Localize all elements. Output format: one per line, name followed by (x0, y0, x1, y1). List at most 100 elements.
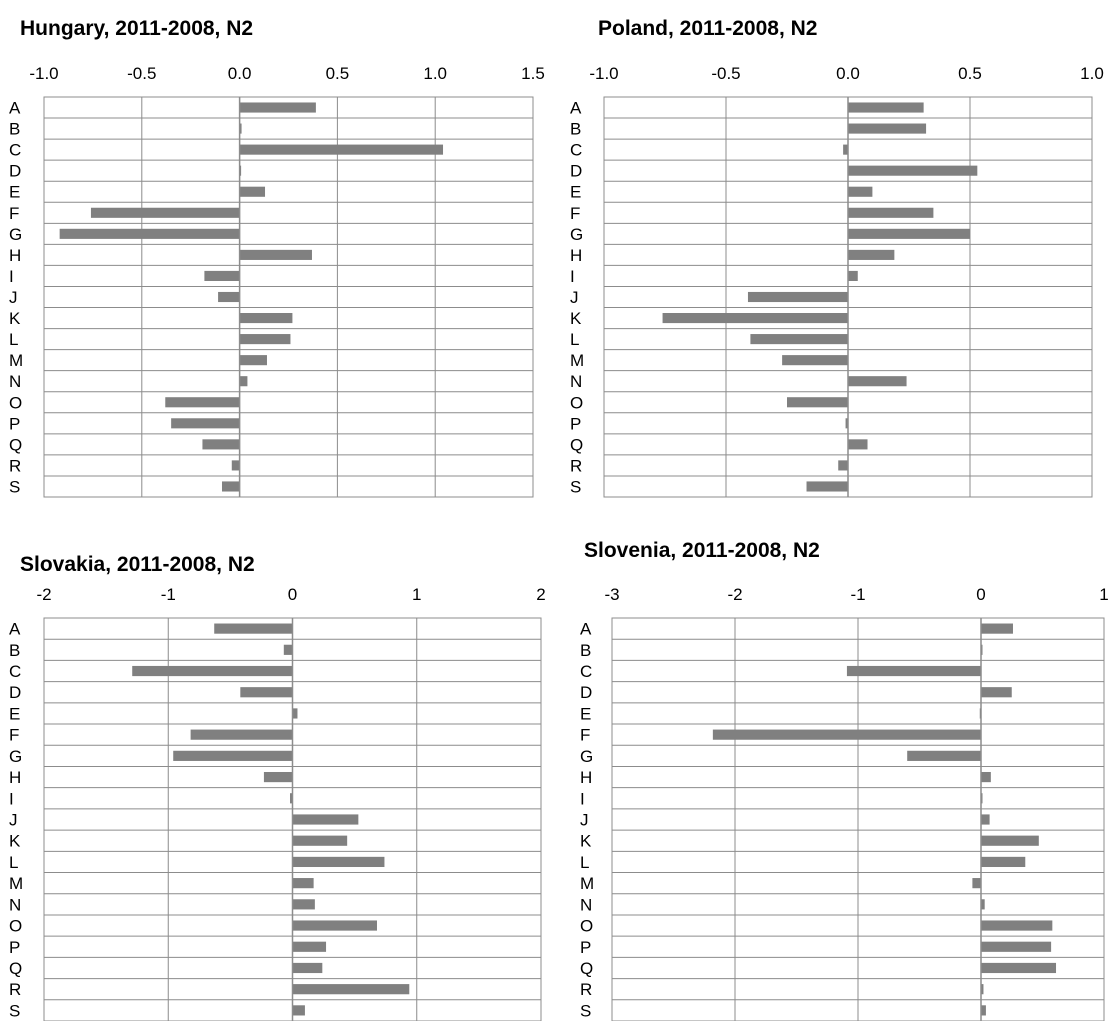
category-label: J (570, 288, 579, 307)
bar-N (981, 899, 985, 910)
chart-title: Slovakia, 2011-2008, N2 (20, 553, 255, 576)
bar-J (218, 291, 240, 303)
bar-N (292, 899, 315, 910)
category-label: A (570, 99, 582, 118)
category-label: J (580, 811, 589, 830)
category-label: M (9, 351, 23, 370)
category-label: R (580, 980, 592, 999)
bar-J (292, 814, 359, 825)
category-label: F (580, 726, 590, 745)
category-label: A (9, 99, 21, 118)
bar-B (283, 644, 293, 655)
category-label: D (9, 162, 21, 181)
plot-border (43, 96, 534, 498)
bar-M (239, 355, 267, 366)
category-label: F (9, 726, 19, 745)
bar-J (981, 814, 990, 825)
category-label: F (570, 204, 580, 223)
category-label: J (9, 288, 18, 307)
category-label: C (580, 662, 592, 681)
category-label: M (9, 874, 23, 893)
bar-H (239, 249, 312, 260)
bar-I (290, 793, 293, 804)
category-label: R (9, 456, 21, 475)
category-label: M (570, 351, 584, 370)
category-label: Q (9, 959, 22, 978)
bar-L (750, 334, 848, 345)
bar-L (981, 856, 1026, 868)
bar-chart-panel-2: Poland, 2011-2008, N2 -1.0 -0.5 0.0 0.5 1.0 AB… (570, 17, 1104, 498)
bar-P (981, 941, 1052, 952)
bar-G (848, 228, 970, 239)
x-tick-label: -0.5 (711, 64, 740, 83)
x-tick-label: -1 (161, 585, 176, 604)
bar-E (239, 186, 266, 197)
x-tick-label: 1 (1099, 585, 1108, 604)
x-tick-label: -2 (36, 585, 51, 604)
category-label: K (9, 309, 21, 328)
bar-A (981, 623, 1013, 634)
bar-C (843, 144, 848, 155)
bar-S (292, 1005, 305, 1016)
category-label: M (580, 874, 594, 893)
bar-E (292, 708, 298, 719)
category-label: C (9, 662, 21, 681)
bar-R (838, 460, 848, 471)
bar-S (806, 481, 848, 492)
category-label: O (9, 917, 22, 936)
category-label: O (580, 917, 593, 936)
bar-D (240, 687, 293, 698)
x-tick-label: 0 (288, 585, 297, 604)
category-label: H (9, 246, 21, 265)
x-tick-label: -3 (604, 585, 619, 604)
bar-K (292, 835, 348, 846)
bar-F (848, 207, 934, 218)
category-label: D (580, 683, 592, 702)
bar-chart-panel-3: Slovakia, 2011-2008, N2 -2 -1 0 1 2 ABCDEFGHIJ… (9, 553, 546, 1021)
category-label: Q (9, 435, 22, 454)
category-label: A (9, 620, 21, 639)
x-tick-label: 0 (976, 585, 985, 604)
category-label: H (570, 246, 582, 265)
x-tick-label: 0.0 (836, 64, 860, 83)
bar-O (981, 920, 1053, 931)
bar-K (239, 313, 293, 324)
category-label: H (580, 768, 592, 787)
bar-P (292, 941, 327, 952)
bar-J (747, 291, 848, 303)
x-tick-label: -1.0 (589, 64, 618, 83)
bar-G (59, 228, 240, 239)
x-tick-label: -2 (727, 585, 742, 604)
category-label: R (9, 980, 21, 999)
bar-R (981, 984, 984, 995)
category-label: P (9, 938, 20, 957)
category-label: O (570, 393, 583, 412)
plot-area (44, 97, 533, 497)
chart-title: Poland, 2011-2008, N2 (598, 17, 817, 40)
bar-F (90, 207, 240, 218)
category-label: I (580, 789, 585, 808)
bar-G (173, 750, 293, 761)
category-label: E (9, 704, 20, 723)
bar-B (848, 123, 927, 134)
category-label: C (9, 141, 21, 160)
x-tick-label: -0.5 (127, 64, 156, 83)
bar-H (848, 249, 895, 260)
bar-O (165, 397, 240, 408)
category-label: R (570, 456, 582, 475)
category-label: B (570, 120, 581, 139)
bar-M (292, 878, 314, 889)
category-label: G (570, 225, 583, 244)
bar-A (214, 623, 293, 634)
bar-K (981, 835, 1039, 846)
category-label: S (580, 1001, 591, 1020)
category-label: B (9, 120, 20, 139)
category-label: G (9, 225, 22, 244)
bar-chart-panel-1: Hungary, 2011-2008, N2 -1.0 -0.5 0.0 0.5 1.0 1… (9, 17, 545, 498)
bar-Q (981, 962, 1057, 974)
bar-D (848, 165, 978, 176)
category-label: S (570, 477, 581, 496)
category-label: L (580, 853, 589, 872)
category-label: F (9, 204, 19, 223)
